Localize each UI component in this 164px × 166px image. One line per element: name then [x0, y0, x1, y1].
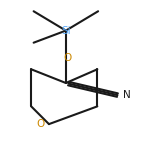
Text: N: N	[123, 90, 131, 100]
Text: Si: Si	[61, 26, 71, 36]
Text: O: O	[63, 53, 72, 63]
Text: O: O	[37, 119, 45, 129]
